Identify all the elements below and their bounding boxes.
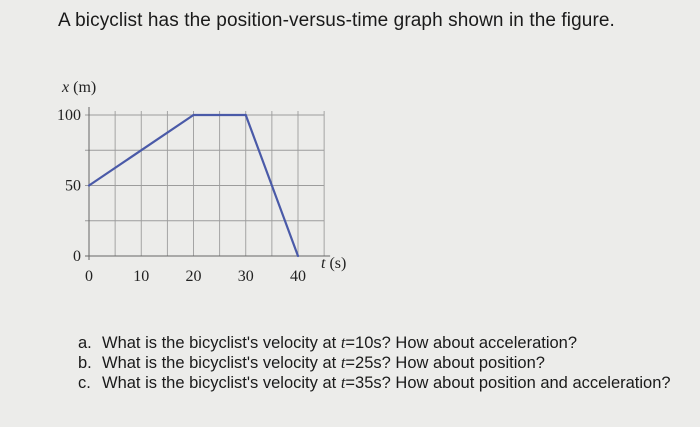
tick-labels: 0 10 20 30 40 0 50 100 [57, 107, 306, 285]
y-tick-label: 100 [57, 107, 81, 124]
question-b: b. What is the bicyclist's velocity at t… [78, 353, 545, 372]
x-tick-label: 30 [238, 268, 254, 285]
y-tick-label: 0 [73, 248, 81, 265]
question-a: a. What is the bicyclist's velocity at t… [78, 333, 578, 352]
data-series [87, 113, 300, 258]
question-marker: c. [78, 374, 91, 392]
x-tick-label: 10 [133, 268, 149, 285]
x-tick-label: 40 [290, 268, 306, 285]
x-tick-label: 0 [85, 268, 93, 285]
position-time-graph: 0 10 20 30 40 0 50 100 x (m) t (s) [57, 79, 346, 285]
data-point [244, 113, 247, 117]
grid-lines [85, 111, 325, 256]
axes [85, 107, 331, 260]
problem-title: A bicyclist has the position-versus-time… [58, 10, 615, 31]
series-line [88, 113, 300, 257]
y-axis-label: x (m) [61, 79, 96, 96]
y-tick-label: 50 [65, 178, 81, 195]
question-list: a. What is the bicyclist's velocity at t… [78, 333, 678, 393]
data-point [296, 254, 300, 258]
question-c: c. What is the bicyclist's velocity at t… [78, 373, 671, 392]
question-marker: b. [78, 354, 92, 372]
data-point [87, 184, 91, 187]
data-point [192, 113, 195, 117]
x-axis-label: t (s) [321, 255, 346, 272]
question-marker: a. [78, 334, 92, 352]
x-tick-label: 20 [186, 268, 202, 285]
